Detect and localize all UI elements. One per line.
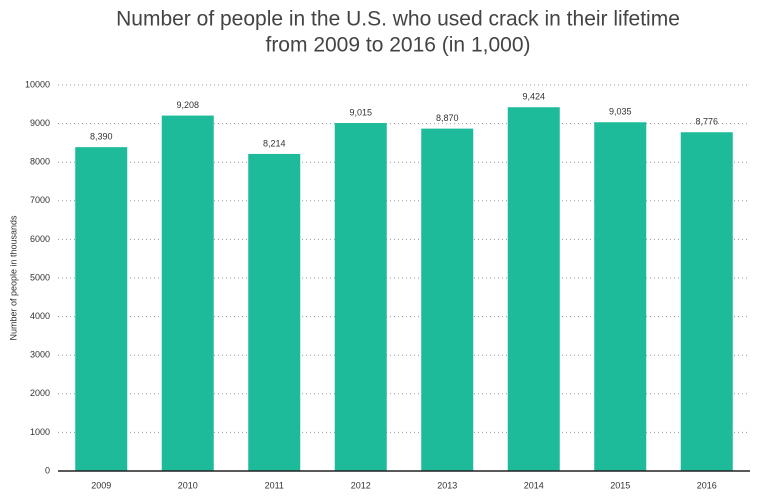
x-tick-label: 2009 bbox=[91, 480, 111, 490]
y-tick-label: 10000 bbox=[25, 79, 50, 89]
bar bbox=[421, 128, 474, 472]
chart-title: from 2009 to 2016 (in 1,000) bbox=[265, 34, 530, 57]
y-tick-label: 1000 bbox=[30, 427, 50, 437]
y-axis-label: Number of people in thousands bbox=[8, 215, 18, 341]
x-tick-label: 2014 bbox=[524, 480, 544, 490]
value-label: 9,035 bbox=[609, 107, 632, 117]
bar bbox=[248, 153, 301, 471]
value-label: 8,390 bbox=[90, 132, 113, 142]
x-tick-label: 2011 bbox=[265, 480, 284, 490]
bar bbox=[161, 115, 214, 471]
bar bbox=[594, 122, 647, 472]
bar bbox=[334, 123, 387, 472]
x-tick-label: 2010 bbox=[178, 480, 198, 490]
y-tick-label: 6000 bbox=[30, 234, 50, 244]
bar bbox=[680, 132, 733, 471]
chart-title: Number of people in the U.S. who used cr… bbox=[116, 8, 680, 31]
x-tick-label: 2012 bbox=[351, 480, 371, 490]
y-tick-label: 4000 bbox=[30, 311, 50, 321]
y-tick-label: 8000 bbox=[30, 157, 50, 167]
y-tick-label: 5000 bbox=[30, 272, 50, 282]
x-tick-label: 2013 bbox=[437, 480, 457, 490]
y-tick-label: 2000 bbox=[30, 388, 50, 398]
value-label: 8,870 bbox=[436, 113, 459, 123]
y-tick-label: 0 bbox=[45, 465, 50, 475]
value-label: 8,214 bbox=[263, 138, 286, 148]
value-label: 9,424 bbox=[522, 92, 545, 102]
bar bbox=[507, 107, 560, 472]
value-label: 8,776 bbox=[695, 117, 718, 127]
bar bbox=[75, 147, 128, 471]
y-tick-label: 7000 bbox=[30, 195, 50, 205]
y-tick-label: 9000 bbox=[30, 118, 50, 128]
value-label: 9,015 bbox=[349, 107, 372, 117]
x-tick-label: 2015 bbox=[610, 480, 630, 490]
value-label: 9,208 bbox=[176, 100, 199, 110]
y-tick-label: 3000 bbox=[30, 350, 50, 360]
x-tick-label: 2016 bbox=[697, 480, 717, 490]
